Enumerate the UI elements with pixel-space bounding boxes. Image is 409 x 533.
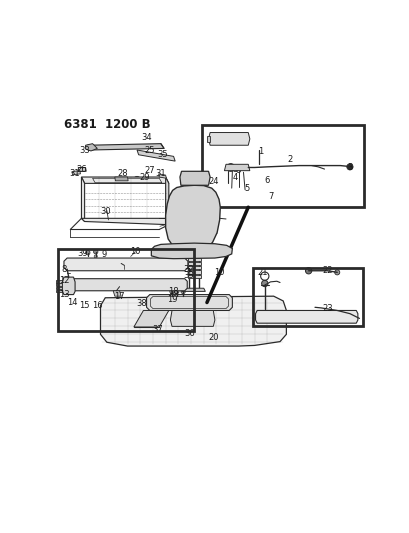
Text: 36: 36 — [184, 329, 194, 338]
Circle shape — [239, 136, 244, 141]
Polygon shape — [56, 284, 62, 286]
Text: 28: 28 — [117, 169, 128, 179]
Text: 29: 29 — [139, 173, 150, 182]
Circle shape — [80, 167, 84, 172]
Text: 14: 14 — [67, 298, 77, 307]
Bar — [202, 125, 363, 207]
Polygon shape — [181, 288, 205, 292]
Circle shape — [93, 249, 98, 254]
Text: 33: 33 — [183, 271, 193, 280]
Text: 1: 1 — [258, 147, 263, 156]
Polygon shape — [64, 258, 187, 271]
Text: 37: 37 — [152, 325, 163, 334]
Polygon shape — [56, 287, 62, 289]
Circle shape — [178, 315, 184, 321]
Circle shape — [133, 176, 140, 183]
Circle shape — [94, 255, 97, 258]
Polygon shape — [146, 295, 232, 310]
Text: 34: 34 — [141, 133, 151, 142]
Polygon shape — [158, 174, 166, 178]
Text: 10: 10 — [214, 268, 225, 277]
Polygon shape — [88, 144, 164, 150]
Text: 27: 27 — [144, 166, 155, 175]
Text: 33: 33 — [79, 146, 90, 155]
Polygon shape — [208, 133, 249, 145]
Circle shape — [180, 289, 185, 294]
Circle shape — [305, 268, 311, 274]
Polygon shape — [78, 167, 86, 171]
Text: 31: 31 — [70, 169, 80, 179]
Bar — [187, 274, 200, 278]
Bar — [187, 262, 200, 265]
Polygon shape — [56, 280, 62, 283]
Text: 5: 5 — [243, 184, 249, 192]
Polygon shape — [100, 296, 285, 346]
Polygon shape — [180, 171, 210, 185]
Text: 24: 24 — [207, 177, 218, 187]
Text: 22: 22 — [321, 266, 332, 275]
Circle shape — [174, 289, 179, 294]
Bar — [187, 270, 200, 273]
Text: 32: 32 — [183, 265, 193, 274]
Text: 6: 6 — [264, 176, 270, 185]
Polygon shape — [81, 177, 84, 222]
Bar — [57, 248, 194, 331]
Polygon shape — [81, 219, 169, 225]
Text: 12: 12 — [58, 276, 69, 285]
Text: 26: 26 — [76, 165, 87, 174]
Polygon shape — [115, 177, 128, 181]
Polygon shape — [224, 164, 249, 171]
Circle shape — [85, 251, 90, 255]
Polygon shape — [72, 171, 80, 175]
Text: 11: 11 — [185, 268, 196, 277]
Polygon shape — [137, 150, 175, 161]
Text: 20: 20 — [207, 333, 218, 342]
Bar — [252, 268, 362, 326]
Polygon shape — [151, 243, 232, 259]
Text: 9: 9 — [101, 251, 106, 260]
Text: 38: 38 — [136, 298, 147, 308]
Text: 17: 17 — [114, 292, 125, 301]
Text: 7: 7 — [267, 191, 272, 200]
Polygon shape — [81, 177, 169, 183]
Text: 18: 18 — [168, 287, 178, 296]
Circle shape — [200, 315, 207, 321]
Polygon shape — [170, 310, 214, 326]
Text: 25: 25 — [144, 146, 155, 155]
Bar — [187, 266, 200, 270]
Text: 6381  1200 B: 6381 1200 B — [64, 118, 150, 131]
Polygon shape — [133, 310, 169, 327]
Circle shape — [213, 136, 218, 141]
Text: 8: 8 — [61, 265, 67, 273]
Circle shape — [169, 289, 174, 294]
Polygon shape — [65, 279, 187, 291]
Text: 2: 2 — [286, 155, 292, 164]
Polygon shape — [165, 185, 220, 248]
Text: 10: 10 — [130, 247, 140, 256]
Text: 39: 39 — [78, 249, 88, 259]
Circle shape — [227, 164, 234, 171]
Text: 21: 21 — [257, 268, 267, 277]
Text: 31: 31 — [155, 169, 166, 179]
Text: 3: 3 — [346, 163, 352, 172]
Text: 16: 16 — [92, 301, 102, 310]
Text: 23: 23 — [321, 304, 332, 313]
Text: 13: 13 — [58, 290, 69, 299]
Text: 30: 30 — [100, 207, 110, 216]
Polygon shape — [165, 177, 169, 225]
Text: 4: 4 — [232, 173, 238, 182]
Text: 15: 15 — [79, 301, 90, 310]
Bar — [187, 258, 200, 261]
Text: 35: 35 — [157, 150, 167, 159]
Polygon shape — [207, 136, 210, 142]
Circle shape — [334, 270, 339, 275]
Circle shape — [261, 280, 267, 287]
Circle shape — [346, 164, 352, 170]
Polygon shape — [62, 277, 75, 295]
Polygon shape — [56, 290, 62, 293]
Polygon shape — [85, 144, 97, 151]
Polygon shape — [255, 310, 357, 323]
Polygon shape — [113, 291, 121, 296]
Text: 19: 19 — [166, 295, 177, 304]
